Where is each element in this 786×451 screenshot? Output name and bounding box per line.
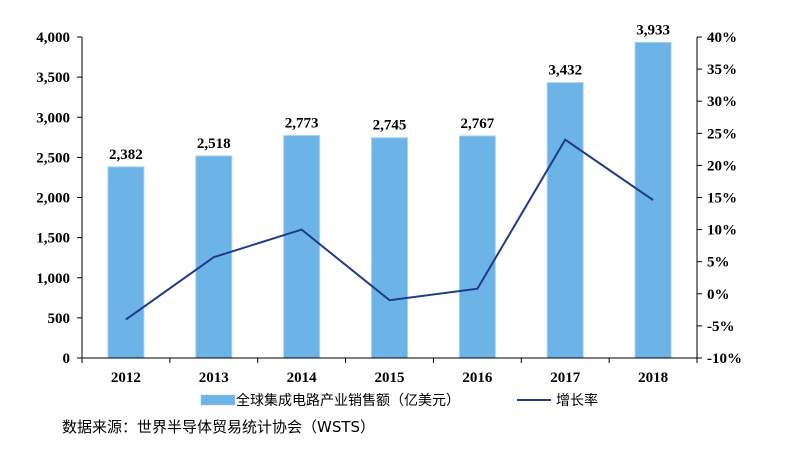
x-tick-label: 2013 xyxy=(199,370,229,386)
x-tick-label: 2012 xyxy=(111,370,141,386)
bar-data-label: 3,432 xyxy=(548,63,582,79)
left-tick-label: 2,000 xyxy=(36,191,70,207)
legend-label-sales: 全球集成电路产业销售额（亿美元） xyxy=(236,392,460,409)
x-axis-ticks: 2012 2013 2014 2015 2016 2017 2018 xyxy=(81,358,698,386)
source-note: 数据来源：世界半导体贸易统计协会（WSTS） xyxy=(62,418,376,436)
right-tick-label: 30% xyxy=(707,94,737,110)
right-tick-label: -10% xyxy=(707,351,742,367)
x-tick-label: 2018 xyxy=(638,370,668,386)
bar-2014 xyxy=(283,134,321,359)
right-tick-label: 10% xyxy=(707,223,737,239)
x-tick-label: 2017 xyxy=(550,370,581,386)
bar-data-label: 2,518 xyxy=(197,136,231,152)
bar-2016 xyxy=(458,135,496,359)
left-tick-label: 1,000 xyxy=(36,271,70,287)
bar-data-labels: 2,382 2,518 2,773 2,745 2,767 3,432 3,933 xyxy=(109,22,670,162)
right-tick-label: 25% xyxy=(707,126,737,142)
bar-data-label: 3,933 xyxy=(636,22,670,38)
bar-data-label: 2,767 xyxy=(460,116,494,132)
bar-2012 xyxy=(107,166,145,359)
bar-data-label: 2,745 xyxy=(373,118,407,134)
left-axis-ticks: 0 500 1,000 1,500 2,000 2,500 3,000 3,500 4,000 xyxy=(36,30,82,367)
right-tick-label: 5% xyxy=(707,255,730,271)
left-tick-label: 0 xyxy=(63,351,71,367)
right-axis-ticks: -10% -5% 0% 5% 10% 15% 20% 25% 30% 35% 40% xyxy=(697,30,742,367)
bar-2018 xyxy=(634,41,672,359)
growth-line-series xyxy=(125,138,654,321)
bar-data-label: 2,382 xyxy=(109,147,143,163)
bar-2017 xyxy=(546,82,584,359)
right-tick-label: 20% xyxy=(707,158,737,174)
legend-label-growth: 增长率 xyxy=(556,392,598,409)
bar-data-label: 2,773 xyxy=(285,115,319,131)
left-tick-label: 4,000 xyxy=(36,30,70,46)
x-tick-label: 2015 xyxy=(375,370,405,386)
left-tick-label: 3,000 xyxy=(36,110,70,126)
right-tick-label: 0% xyxy=(707,287,730,303)
left-tick-label: 3,500 xyxy=(36,70,70,86)
left-tick-label: 500 xyxy=(48,311,71,327)
legend-swatch-sales xyxy=(200,394,236,406)
x-tick-label: 2014 xyxy=(287,370,318,386)
right-tick-label: 15% xyxy=(707,191,737,207)
bar-2015 xyxy=(371,137,408,359)
x-tick-label: 2016 xyxy=(462,370,493,386)
left-tick-label: 1,500 xyxy=(36,231,70,247)
left-tick-label: 2,500 xyxy=(36,150,70,166)
legend: 全球集成电路产业销售额（亿美元） 增长率 xyxy=(200,392,598,409)
right-tick-label: 35% xyxy=(707,62,737,78)
bar-series xyxy=(107,41,672,359)
right-tick-label: 40% xyxy=(707,30,737,46)
right-tick-label: -5% xyxy=(707,319,735,335)
